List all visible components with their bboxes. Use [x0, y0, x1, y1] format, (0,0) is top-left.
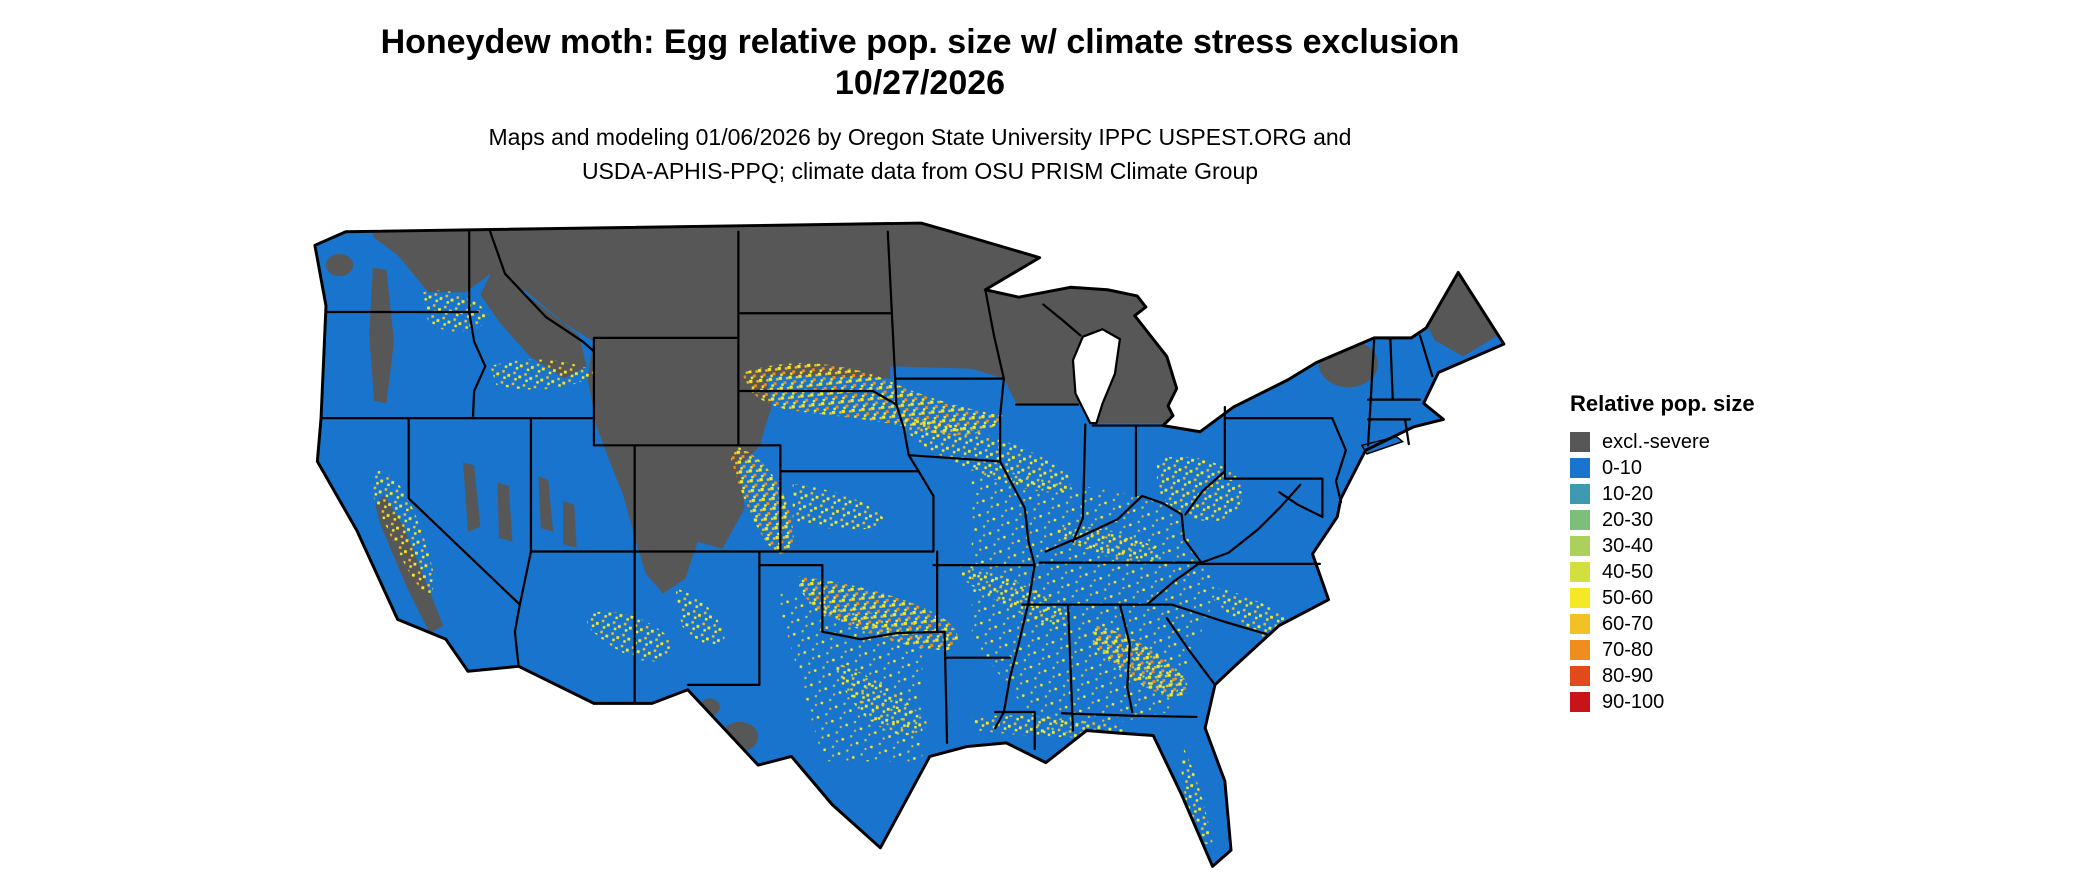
legend-swatch: [1570, 484, 1590, 504]
legend-swatch: [1570, 562, 1590, 582]
conus-outline: [313, 221, 1506, 868]
legend-label: 90-100: [1602, 691, 1665, 713]
legend-item: 20-30: [1570, 507, 1755, 533]
legend-item: 30-40: [1570, 533, 1755, 559]
legend-swatch: [1570, 692, 1590, 712]
legend-swatch: [1570, 666, 1590, 686]
legend-item: excl.-severe: [1570, 429, 1755, 455]
legend-item: 40-50: [1570, 559, 1755, 585]
legend-label: 70-80: [1602, 639, 1654, 661]
map-legend: Relative pop. size excl.-severe 0-10 10-…: [1570, 391, 1755, 715]
map-title-line2: 10/27/2026: [834, 64, 1006, 102]
legend-swatch: [1570, 640, 1590, 660]
legend-item: 0-10: [1570, 455, 1755, 481]
map-subtitle-line1: Maps and modeling 01/06/2026 by Oregon S…: [488, 124, 1352, 150]
map-subtitle-line2: USDA-APHIS-PPQ; climate data from OSU PR…: [581, 158, 1259, 184]
legend-label: 10-20: [1602, 483, 1654, 505]
legend-swatch: [1570, 536, 1590, 556]
map-subtitle: Maps and modeling 01/06/2026 by Oregon S…: [381, 120, 1460, 188]
legend-swatch: [1570, 432, 1590, 452]
legend-swatch: [1570, 510, 1590, 530]
legend-item: 50-60: [1570, 585, 1755, 611]
map-raster: [314, 223, 1504, 867]
legend-item: 70-80: [1570, 637, 1755, 663]
map-header: Honeydew moth: Egg relative pop. size w/…: [381, 22, 1460, 188]
legend-label: 60-70: [1602, 613, 1654, 635]
legend-item: 60-70: [1570, 611, 1755, 637]
map-title-line1: Honeydew moth: Egg relative pop. size w/…: [380, 23, 1460, 61]
lake-michigan: [1071, 328, 1122, 425]
legend-item: 10-20: [1570, 481, 1755, 507]
us-distribution-map: [305, 218, 1515, 885]
legend-label: 50-60: [1602, 587, 1654, 609]
legend-label: 0-10: [1602, 457, 1643, 479]
legend-label: excl.-severe: [1602, 431, 1710, 453]
legend-swatch: [1570, 458, 1590, 478]
legend-label: 20-30: [1602, 509, 1654, 531]
legend-swatch: [1570, 588, 1590, 608]
conus-map-svg: [313, 221, 1506, 868]
legend-label: 80-90: [1602, 665, 1654, 687]
state-borders: [319, 230, 1434, 751]
legend-swatch: [1570, 614, 1590, 634]
legend-label: 40-50: [1602, 561, 1654, 583]
legend-items: excl.-severe 0-10 10-20 20-30 30-40 40-5…: [1570, 429, 1755, 715]
legend-label: 30-40: [1602, 535, 1654, 557]
legend-item: 80-90: [1570, 663, 1755, 689]
speckle-bands: [372, 290, 1301, 845]
legend-item: 90-100: [1570, 689, 1755, 715]
legend-title: Relative pop. size: [1570, 391, 1755, 416]
